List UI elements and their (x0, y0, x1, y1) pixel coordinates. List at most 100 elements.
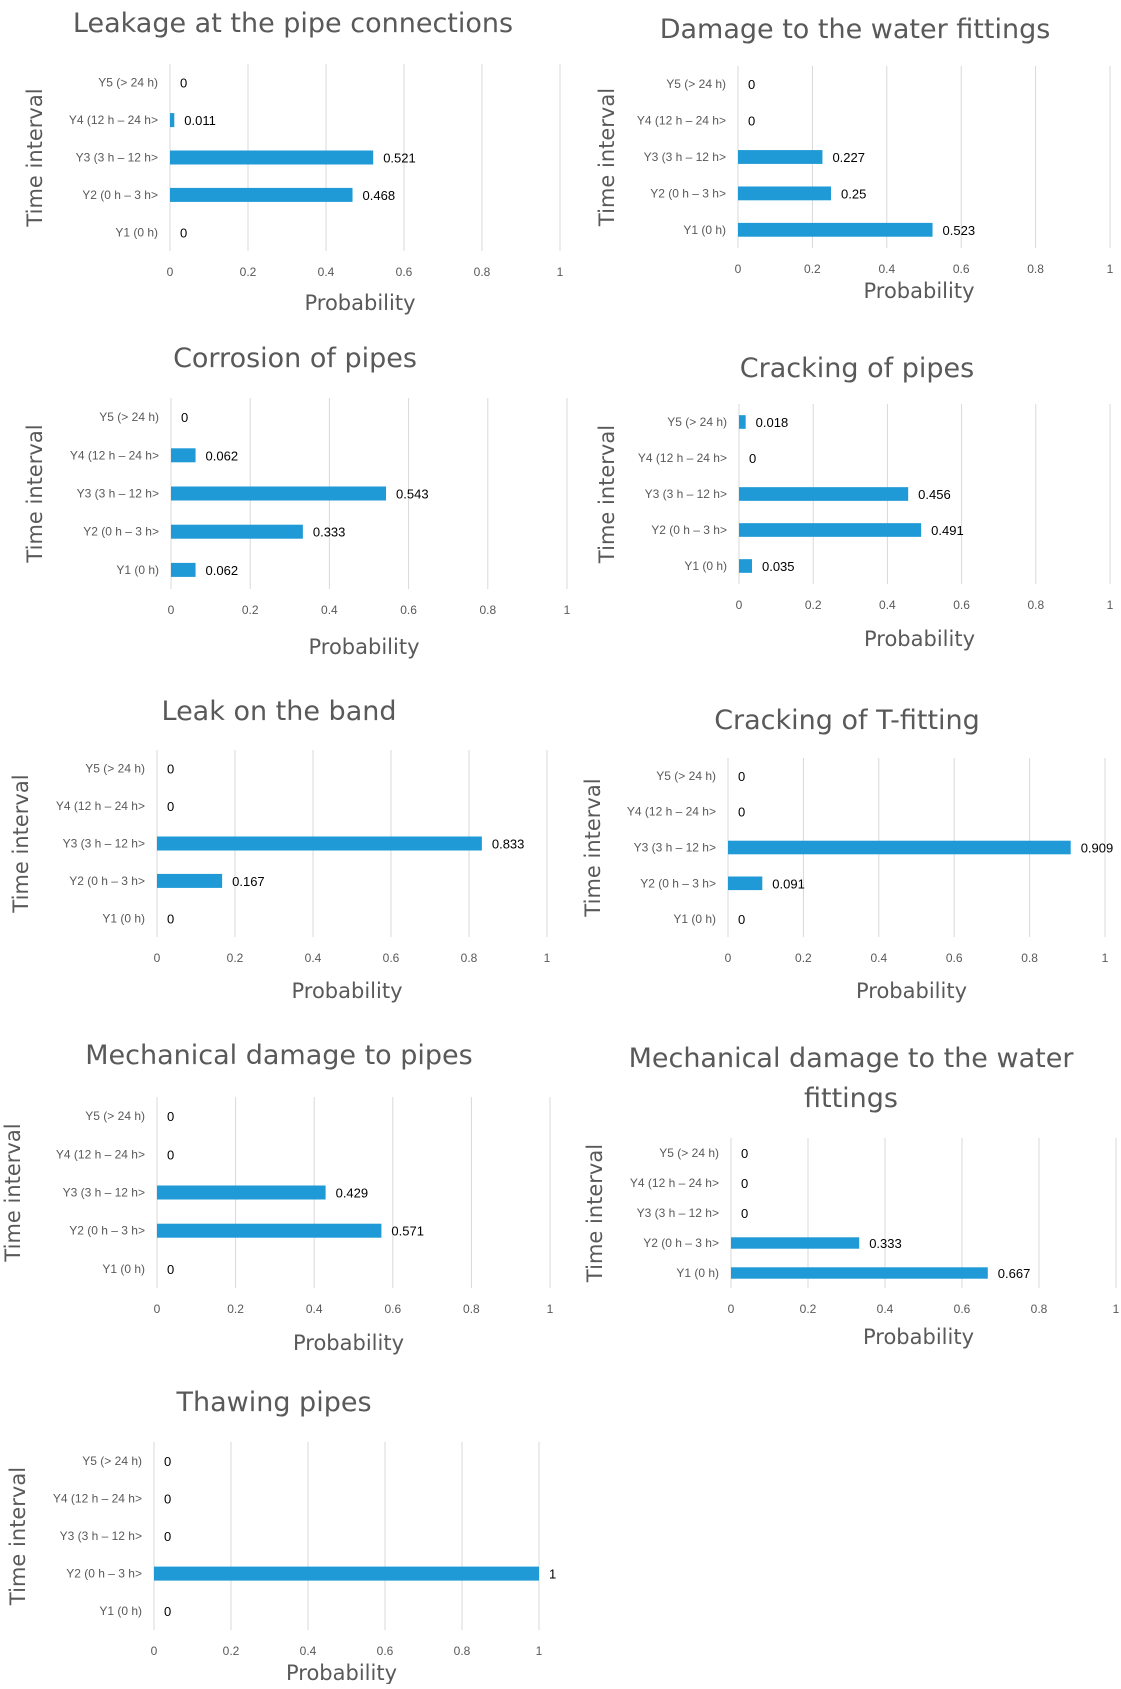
category-label: Y5 (> 24 h) (656, 769, 716, 783)
x-tick-label: 0.4 (318, 265, 335, 279)
bar (171, 486, 387, 501)
bar (170, 113, 175, 128)
category-label: Y2 (0 h – 3 h> (640, 876, 716, 890)
category-label: Y3 (3 h – 12 h> (63, 1186, 145, 1200)
chart-title: Corrosion of pipes (173, 343, 417, 374)
data-label: 0 (164, 1454, 171, 1469)
bar (157, 1223, 382, 1238)
bar (739, 415, 746, 429)
data-label: 0 (167, 1109, 174, 1124)
category-label: Y3 (3 h – 12 h> (637, 1206, 719, 1220)
category-label: Y5 (> 24 h) (659, 1146, 719, 1160)
category-label: Y3 (3 h – 12 h> (63, 837, 145, 851)
x-axis-label: Probability (293, 1331, 404, 1355)
category-label: Y5 (> 24 h) (98, 76, 158, 90)
category-label: Y5 (> 24 h) (85, 762, 145, 776)
x-tick-label: 0.4 (878, 262, 895, 276)
x-tick-label: 0.4 (879, 598, 896, 612)
x-axis-label: Probability (863, 279, 974, 303)
data-label: 1 (549, 1567, 556, 1582)
x-tick-label: 0 (728, 1302, 735, 1316)
bar (731, 1237, 860, 1249)
x-tick-label: 0 (154, 951, 161, 965)
x-tick-label: 0.2 (800, 1302, 817, 1316)
data-label: 0 (738, 912, 745, 927)
bar (739, 523, 922, 537)
category-label: Y5 (> 24 h) (85, 1109, 145, 1123)
data-label: 0 (749, 451, 756, 466)
category-label: Y1 (0 h) (115, 225, 158, 239)
data-label: 0.035 (762, 559, 795, 574)
category-label: Y2 (0 h – 3 h> (650, 186, 726, 200)
x-tick-label: 0.4 (870, 951, 887, 965)
bar (171, 562, 196, 577)
category-label: Y1 (0 h) (683, 223, 726, 237)
data-label: 0.167 (232, 874, 265, 889)
bar (728, 840, 1071, 855)
data-label: 0.062 (206, 563, 239, 578)
x-tick-label: 0.8 (461, 951, 478, 965)
x-tick-label: 1 (1113, 1302, 1120, 1316)
chart-panel-5: Leak on the band 0 0.2 0.4 0.6 0.8 1 Y5 (> 24 h… (9, 696, 551, 1003)
chart-title: Thawing pipes (175, 1387, 371, 1418)
chart-title: Mechanical damage to pipes (85, 1040, 473, 1071)
data-label: 0.491 (931, 523, 964, 538)
bar (170, 187, 353, 202)
x-tick-label: 0.2 (240, 265, 257, 279)
x-tick-label: 0.6 (946, 951, 963, 965)
data-label: 0.25 (841, 186, 866, 201)
y-axis-label: Time interval (6, 1467, 30, 1606)
x-tick-label: 0.8 (1027, 262, 1044, 276)
x-tick-label: 1 (1107, 262, 1114, 276)
bar (157, 836, 482, 851)
bar (154, 1566, 539, 1581)
chart-panel-2: Damage to the water fittings 0 0.2 0.4 0.6 0.… (595, 14, 1114, 303)
x-tick-label: 0.8 (463, 1302, 480, 1316)
x-tick-label: 0.6 (377, 1644, 394, 1658)
data-label: 0.523 (943, 223, 976, 238)
category-label: Y3 (3 h – 12 h> (60, 1529, 142, 1543)
data-label: 0.667 (998, 1266, 1031, 1281)
category-label: Y2 (0 h – 3 h> (83, 525, 159, 539)
data-label: 0.833 (492, 837, 525, 852)
bar (728, 876, 763, 891)
x-tick-label: 0.6 (954, 1302, 971, 1316)
x-tick-label: 0.8 (474, 265, 491, 279)
category-label: Y4 (12 h – 24 h> (627, 805, 716, 819)
x-tick-label: 0 (736, 598, 743, 612)
chart-title: Leakage at the pipe connections (73, 8, 513, 39)
x-tick-label: 0.2 (795, 951, 812, 965)
x-tick-label: 0.8 (1027, 598, 1044, 612)
x-axis-label: Probability (286, 1661, 397, 1684)
x-tick-label: 0 (725, 951, 732, 965)
data-label: 0 (738, 769, 745, 784)
x-tick-label: 0.6 (400, 603, 417, 617)
x-tick-label: 0.4 (321, 603, 338, 617)
y-axis-label: Time interval (23, 424, 47, 563)
data-label: 0 (180, 225, 187, 240)
data-label: 0.333 (869, 1236, 902, 1251)
chart-panel-3: Corrosion of pipes 0 0.2 0.4 0.6 0.8 1 Y5 (> 24… (23, 343, 571, 659)
x-tick-label: 0 (735, 262, 742, 276)
category-label: Y5 (> 24 h) (82, 1454, 142, 1468)
x-tick-label: 1 (564, 603, 571, 617)
x-tick-label: 0.2 (227, 951, 244, 965)
chart-title: Mechanical damage to the water (629, 1043, 1075, 1074)
category-label: Y4 (12 h – 24 h> (56, 799, 145, 813)
bar (739, 559, 752, 573)
data-label: 0 (741, 1146, 748, 1161)
data-label: 0 (167, 799, 174, 814)
x-tick-label: 0.8 (1021, 951, 1038, 965)
x-tick-label: 1 (536, 1644, 543, 1658)
x-axis-label: Probability (308, 635, 419, 659)
category-label: Y4 (12 h – 24 h> (70, 448, 159, 462)
data-label: 0 (748, 77, 755, 92)
x-tick-label: 0.8 (479, 603, 496, 617)
x-axis-label: Probability (291, 979, 402, 1003)
category-label: Y3 (3 h – 12 h> (644, 150, 726, 164)
category-label: Y5 (> 24 h) (667, 415, 727, 429)
x-tick-label: 0.8 (1031, 1302, 1048, 1316)
category-label: Y4 (12 h – 24 h> (69, 113, 158, 127)
